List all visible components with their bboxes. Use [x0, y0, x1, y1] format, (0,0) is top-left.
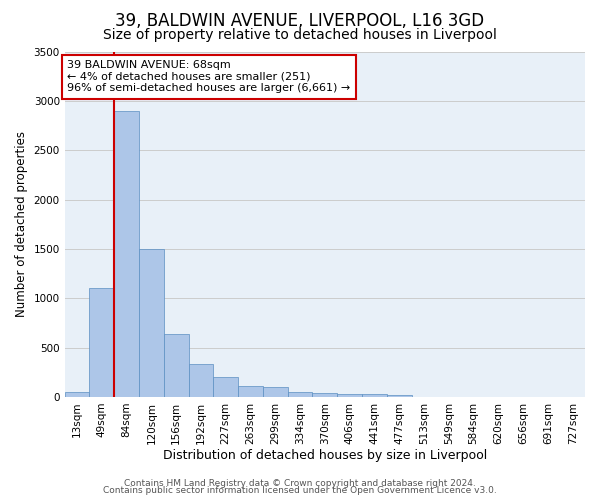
- Bar: [287, 392, 313, 397]
- Bar: [263, 387, 287, 397]
- Text: Contains HM Land Registry data © Crown copyright and database right 2024.: Contains HM Land Registry data © Crown c…: [124, 478, 476, 488]
- Bar: [188, 364, 214, 397]
- Bar: [214, 377, 238, 397]
- Text: 39 BALDWIN AVENUE: 68sqm
← 4% of detached houses are smaller (251)
96% of semi-d: 39 BALDWIN AVENUE: 68sqm ← 4% of detache…: [67, 60, 350, 94]
- Text: Contains public sector information licensed under the Open Government Licence v3: Contains public sector information licen…: [103, 486, 497, 495]
- Bar: [164, 334, 188, 397]
- Bar: [337, 394, 362, 397]
- X-axis label: Distribution of detached houses by size in Liverpool: Distribution of detached houses by size …: [163, 450, 487, 462]
- Bar: [114, 110, 139, 397]
- Bar: [387, 395, 412, 397]
- Bar: [65, 392, 89, 397]
- Text: 39, BALDWIN AVENUE, LIVERPOOL, L16 3GD: 39, BALDWIN AVENUE, LIVERPOOL, L16 3GD: [115, 12, 485, 30]
- Y-axis label: Number of detached properties: Number of detached properties: [15, 131, 28, 317]
- Bar: [238, 386, 263, 397]
- Bar: [139, 249, 164, 397]
- Text: Size of property relative to detached houses in Liverpool: Size of property relative to detached ho…: [103, 28, 497, 42]
- Bar: [313, 393, 337, 397]
- Bar: [362, 394, 387, 397]
- Bar: [89, 288, 114, 397]
